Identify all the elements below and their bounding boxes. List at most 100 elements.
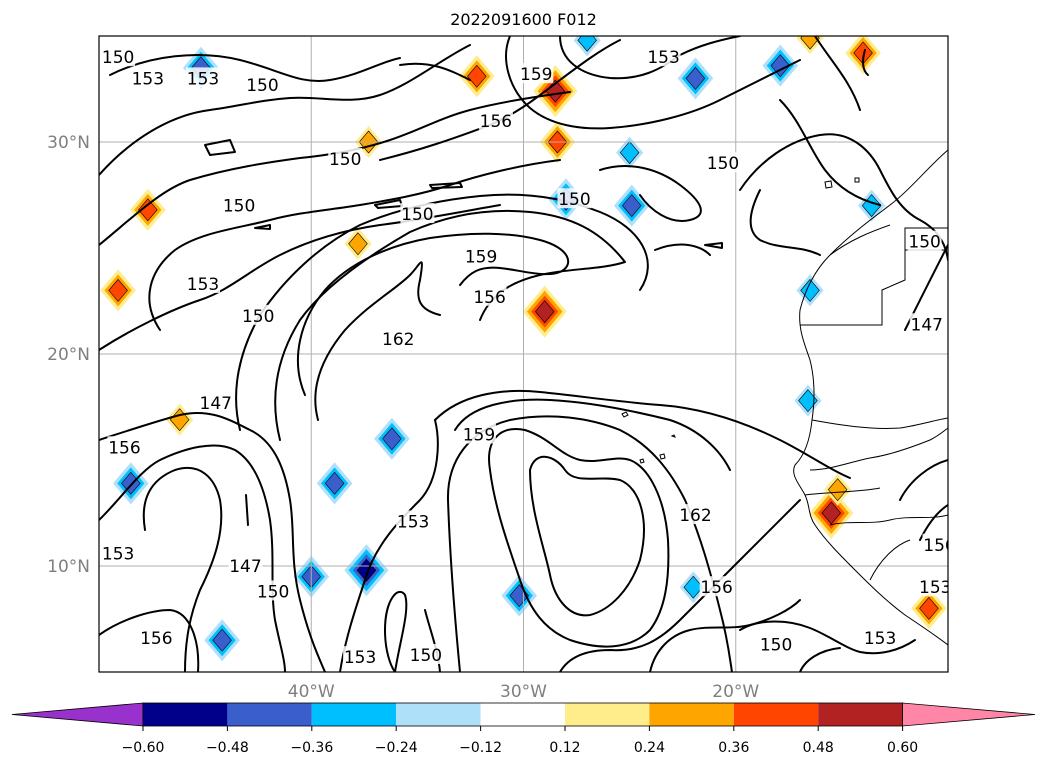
contour-label-halo <box>228 555 263 575</box>
anomaly-blob <box>344 227 372 260</box>
border-line <box>829 224 891 256</box>
anomaly-shade <box>827 478 848 502</box>
colorbar-segment <box>733 703 819 726</box>
contour-label: 153 <box>344 648 376 668</box>
colorbar-segment <box>649 703 734 726</box>
contour-line <box>99 444 286 672</box>
contour-label-halo <box>101 542 136 563</box>
contour-line <box>314 261 441 421</box>
colorbar-tick-label: 0.60 <box>887 740 918 756</box>
border-line <box>829 514 948 526</box>
contour-line <box>559 36 741 80</box>
anomaly-shade <box>821 501 842 525</box>
anomaly-blob <box>616 136 644 169</box>
contour-label: 153 <box>187 69 219 89</box>
island-outline <box>670 434 676 438</box>
map-frame <box>98 35 949 673</box>
contour-label-halo <box>759 633 794 654</box>
contour-line <box>424 609 441 672</box>
contour-label: 156 <box>700 578 732 598</box>
contour-label-halo <box>678 504 713 525</box>
contour-label-halo <box>464 245 499 266</box>
contour-label: 150 <box>257 582 289 602</box>
contour-line <box>559 499 801 672</box>
contour-label-halo <box>699 576 734 597</box>
contour-line <box>148 159 561 331</box>
contour-label-halo <box>186 67 221 88</box>
border-line <box>809 427 948 471</box>
colorbar-segment <box>565 703 650 726</box>
contour-label: 156 <box>480 112 512 132</box>
anomaly-shade <box>800 36 820 50</box>
anomaly-blob <box>316 462 353 505</box>
contour-label: 150 <box>102 48 134 68</box>
contour-line <box>339 419 439 672</box>
contour-line <box>862 49 869 76</box>
contour-label: 153 <box>187 275 219 295</box>
colorbar-frame <box>142 702 903 727</box>
anomaly-shade <box>619 141 640 165</box>
island-outline <box>854 177 860 183</box>
anomaly-blob <box>129 188 166 231</box>
anomaly-blob <box>911 587 947 630</box>
graticule <box>99 36 948 672</box>
colorbar-tick-label: 0.12 <box>549 740 580 756</box>
contour-line <box>99 411 326 672</box>
contour-label: 159 <box>463 426 495 446</box>
map-title: 2022091600 F012 <box>450 10 597 29</box>
contour-line <box>779 99 881 206</box>
latitude-label: 20°N <box>47 345 90 365</box>
contour-label: 150 <box>558 190 590 210</box>
anomaly-blob <box>677 57 714 100</box>
anomaly-shade <box>861 194 882 218</box>
contour-label-halo <box>245 73 280 94</box>
contour-label-halo <box>478 109 513 130</box>
contour-line <box>739 620 916 655</box>
contour-line <box>488 428 670 648</box>
contour-label: 147 <box>200 394 232 414</box>
contour-label: 147 <box>911 315 943 335</box>
contour-line <box>454 398 731 471</box>
anomaly-shade <box>212 628 232 652</box>
contour-line <box>739 133 948 261</box>
contour-label-halo <box>241 304 276 325</box>
contour-label: 153 <box>102 544 134 564</box>
contour-label: 156 <box>473 288 505 308</box>
contour-line <box>274 209 626 441</box>
anomaly-shade <box>534 300 555 324</box>
contour-line <box>799 647 841 672</box>
border-line <box>804 487 881 496</box>
contour-line <box>814 36 861 111</box>
contour-line <box>649 599 801 672</box>
contour-label: 150 <box>908 233 940 253</box>
contour-label: 153 <box>647 48 679 68</box>
longitude-label: 40°W <box>288 682 335 702</box>
latitude-label: 30°N <box>47 133 90 153</box>
contour-label-halo <box>130 67 165 88</box>
anomaly-shade <box>467 64 487 88</box>
contour-label-halo <box>909 313 944 334</box>
contour-label-halo <box>396 510 431 531</box>
contour-label: 153 <box>397 512 429 532</box>
contour-line <box>384 591 408 672</box>
shaded-anomaly-layer <box>100 36 947 662</box>
anomaly-blob <box>344 544 389 597</box>
anomaly-blob <box>166 403 194 436</box>
contour-label-halo <box>706 152 741 173</box>
contour-label: 159 <box>520 65 552 85</box>
colorbar-tick-label: −0.60 <box>122 740 165 756</box>
anomaly-shade <box>348 232 368 256</box>
colorbar-tick-label: −0.36 <box>290 740 333 756</box>
anomaly-shade <box>324 471 345 495</box>
anomaly-shade <box>382 427 402 451</box>
contour-label-halo <box>922 533 948 554</box>
colorbar-tick-label: −0.24 <box>375 740 418 756</box>
island-outline <box>659 453 666 460</box>
contour-line <box>599 164 702 222</box>
contour-label: 153 <box>132 69 164 89</box>
contour-line <box>399 62 471 81</box>
contour-label-halo <box>139 627 174 648</box>
anomaly-blob <box>204 619 240 662</box>
